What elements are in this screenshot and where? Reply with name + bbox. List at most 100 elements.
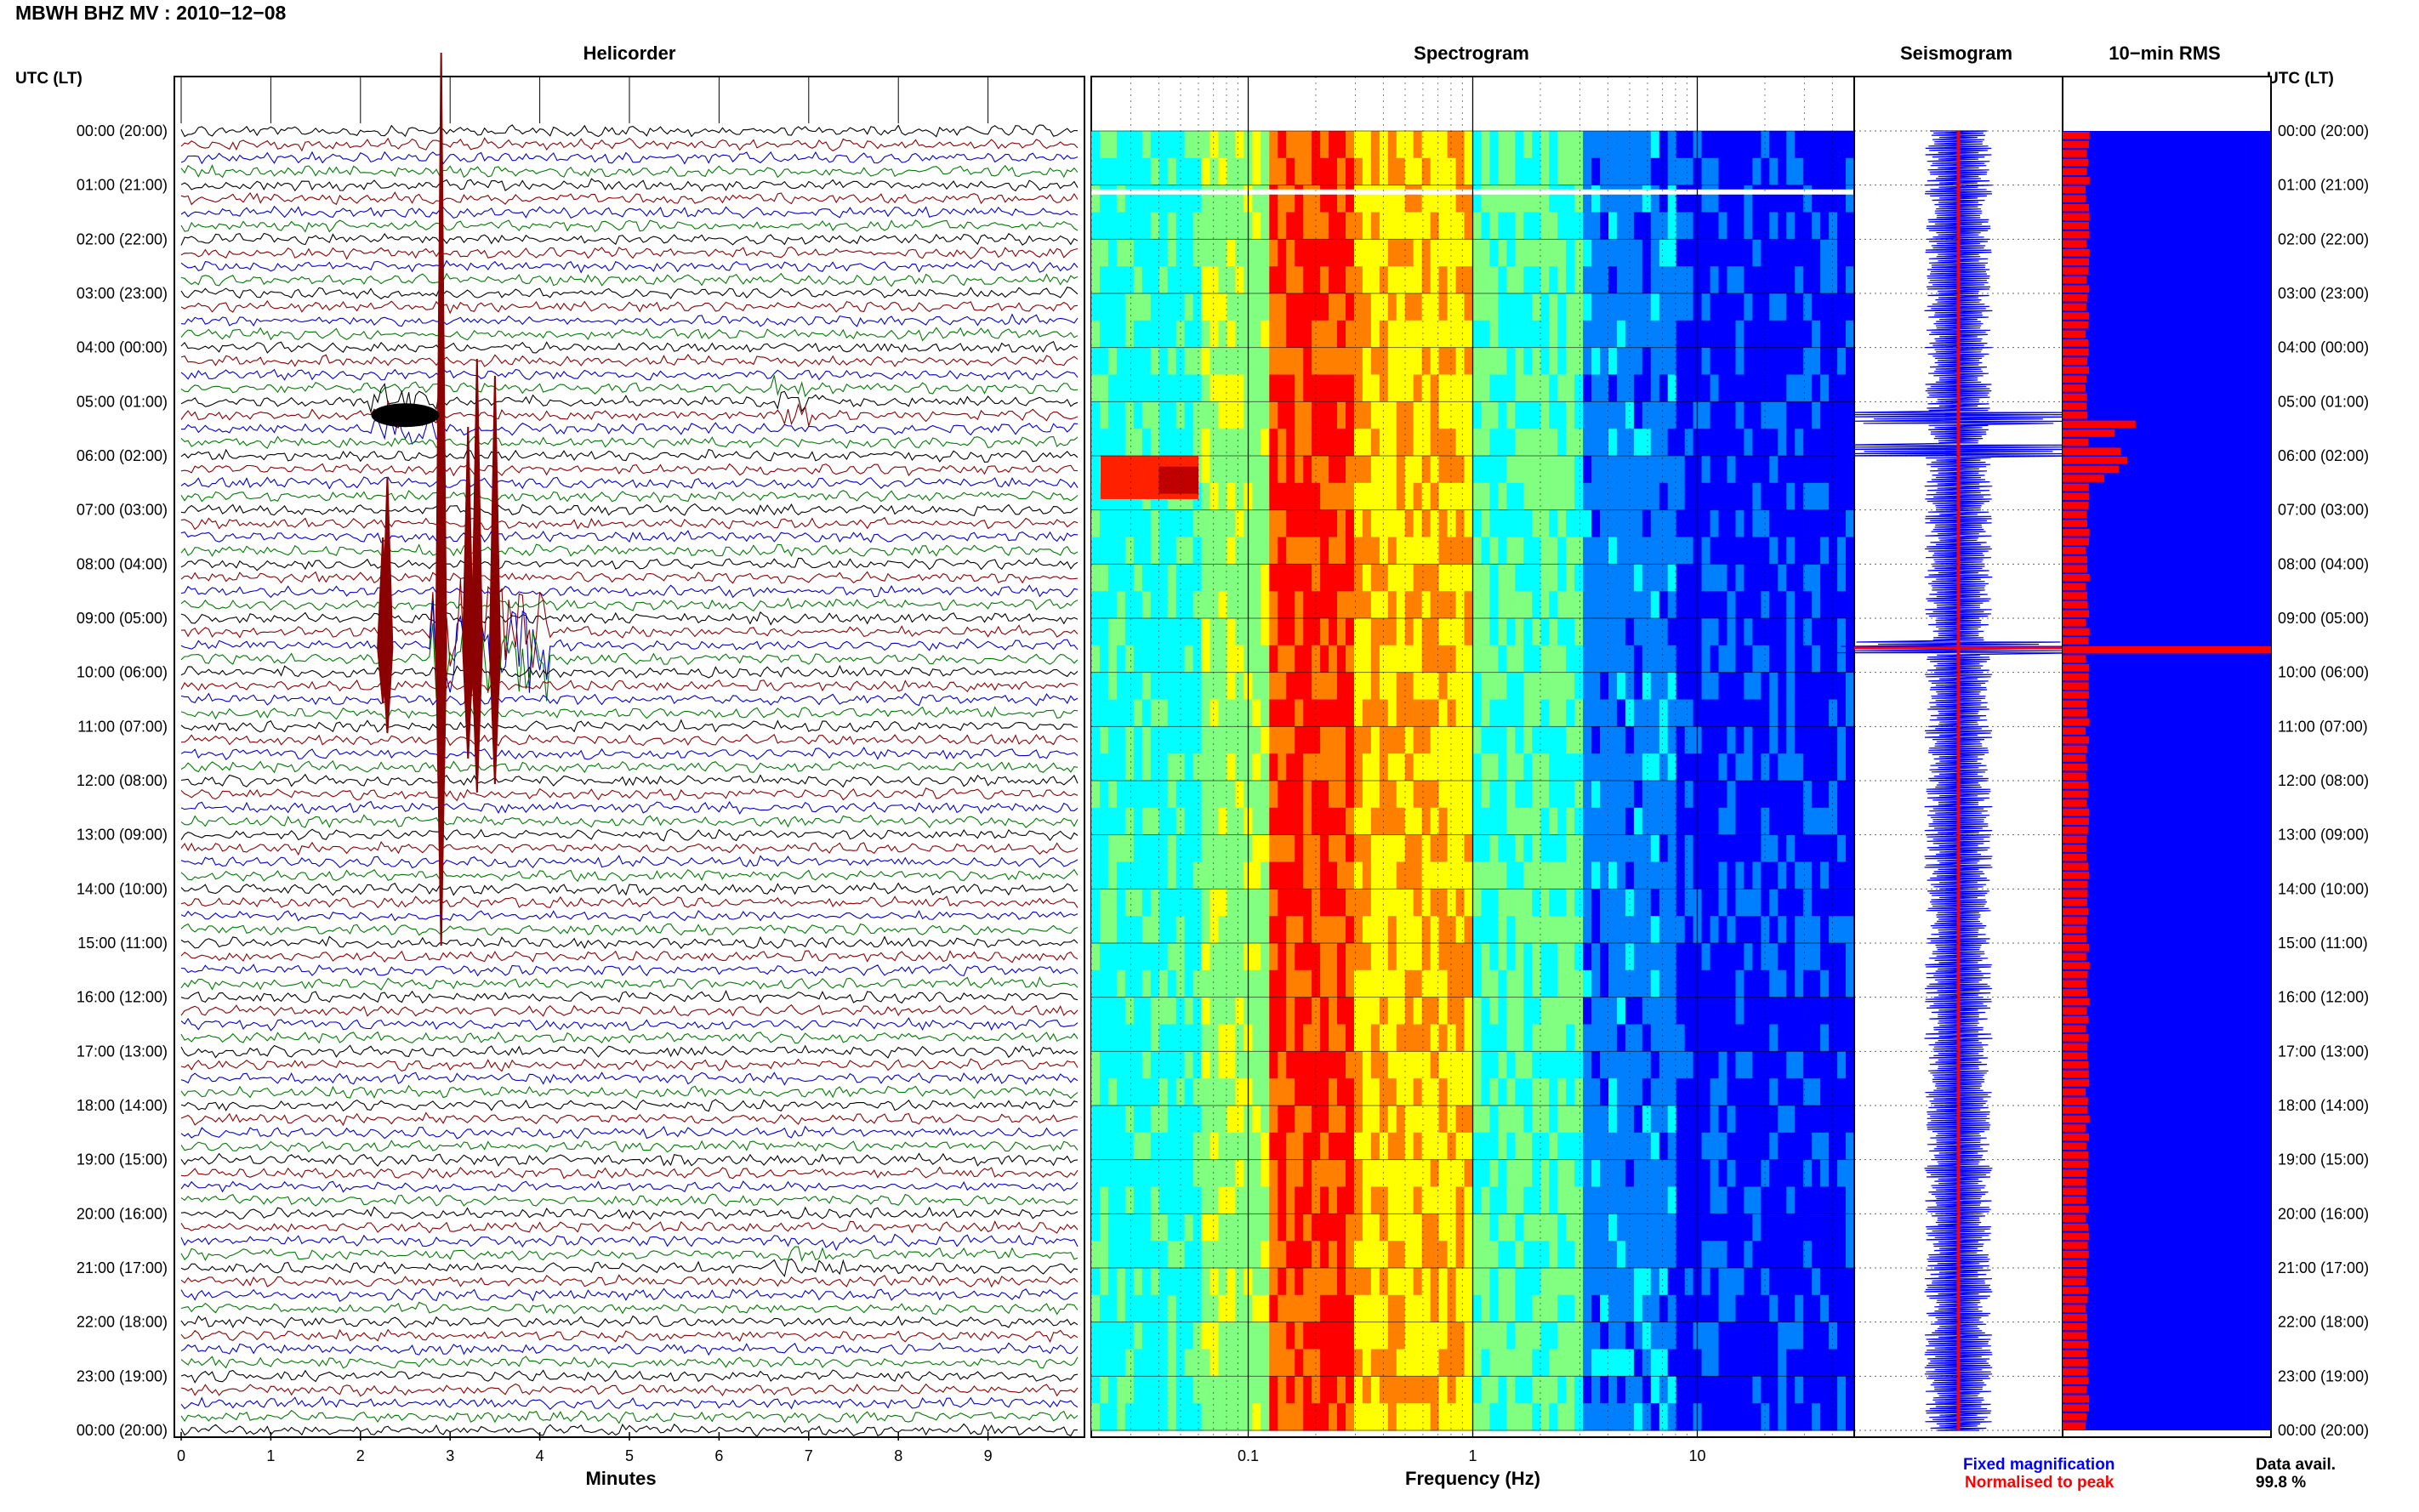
spectrogram-cell [1192,1132,1203,1161]
spectrogram-cell [1184,1106,1194,1134]
spectrogram-cell [1295,1159,1304,1188]
spectrogram-cell [1133,807,1143,836]
spectrogram-cell [1769,889,1779,917]
spectrogram-cell [1091,861,1101,890]
spectrogram-cell [1676,293,1686,321]
spectrogram-cell [1091,1322,1101,1350]
spectrogram-cell [1329,1106,1338,1134]
spectrogram-cell [1608,429,1618,457]
spectrogram-cell [1642,807,1652,836]
spectrogram-cell [1337,1214,1346,1242]
spectrogram-cell [1820,374,1830,402]
helicorder-trace [180,895,1079,909]
spectrogram-cell [1370,157,1380,186]
helicorder-row-label: 06:00 (02:00) [77,447,168,464]
spectrogram-cell [1481,185,1491,213]
spectrogram-cell [1227,293,1237,321]
spectrogram-cell [1218,185,1228,213]
spectrogram-cell [1532,781,1541,809]
spectrogram-cell [1329,1403,1338,1431]
spectrogram-cell [1430,1159,1440,1188]
spectrogram-cell [1133,1376,1143,1404]
spectrogram-cell [1346,1268,1355,1296]
spectrogram-cell [1269,1186,1278,1214]
spectrogram-cell [1684,1024,1694,1052]
spectrogram-cell [1252,429,1261,457]
spectrogram-cell [1107,401,1118,429]
spectrogram-cell [1295,185,1304,213]
spectrogram-cell [1829,1214,1838,1242]
spectrogram-cell [1769,131,1779,159]
spectrogram-cell [1684,1376,1694,1404]
helicorder-trace [180,909,1079,923]
spectrogram-cell [1438,1106,1449,1134]
spectrogram-cell [1184,1322,1194,1350]
spectrogram-cell [1312,969,1321,998]
spectrogram-cell [1091,807,1101,836]
spectrogram-cell [1744,1078,1753,1106]
helicorder-row-label: 23:00 (19:00) [77,1367,168,1384]
spectrogram-cell [1320,699,1329,727]
spectrogram-cell [1150,239,1160,267]
spectrogram-cell [1803,969,1813,998]
spectrogram-cell [1269,1106,1278,1134]
spectrogram-cell [1235,401,1244,429]
spectrogram-cell [1837,374,1847,402]
spectrogram-cell [1608,753,1618,782]
spectrogram-cell [1515,482,1524,511]
spectrogram-cell [1362,1376,1372,1404]
spectrogram-cell [1642,212,1652,240]
spectrogram-cell [1379,1322,1389,1350]
spectrogram-cell [1659,320,1669,349]
spectrogram-cell [1261,672,1270,701]
spectrogram-cell [1481,374,1491,402]
spectrogram-cell [1370,1106,1380,1134]
spectrogram-cell [1506,320,1516,349]
spectrogram-cell [1616,320,1626,349]
helicorder-trace [180,692,1079,707]
spectrogram-cell [1829,429,1838,457]
spectrogram-cell [1430,293,1440,321]
spectrogram-cell [1684,645,1694,674]
spectrogram-cell [1523,591,1533,619]
spectrogram-cell [1498,943,1507,971]
spectrogram-cell [1795,1376,1804,1404]
spectrogram-cell [1727,293,1737,321]
spectrogram-cell [1795,753,1804,782]
spectrogram-cell [1261,1051,1270,1079]
spectrogram-cell [1583,1403,1592,1431]
spectrogram-cell [1329,1132,1338,1161]
spectrogram-cell [1158,429,1169,457]
spectrogram-cell [1625,131,1635,159]
spectrogram-cell [1362,482,1372,511]
rms-bar [2063,952,2086,961]
spectrogram-cell [1616,1186,1626,1214]
spectrogram-cell [1175,401,1186,429]
spectrogram-cell [1269,1268,1278,1296]
spectrogram-cell [1481,1051,1491,1079]
spectrogram-cell [1362,1241,1372,1269]
rms-bar [2063,736,2089,744]
spectrogram-cell [1455,1186,1466,1214]
rms-bar [2063,429,2115,437]
spectrogram-cell [1718,1106,1728,1134]
spectrogram-cell [1583,753,1592,782]
spectrogram-cell [1346,239,1355,267]
spectrogram-cell [1549,834,1558,863]
spectrogram-cell [1346,1241,1355,1269]
spectrogram-cell [1710,1349,1720,1377]
spectrogram-cell [1107,726,1118,754]
spectrogram-cell [1489,1403,1499,1431]
spectrogram-event-core [1158,466,1198,494]
spectrogram-cell [1133,1241,1143,1269]
spectrogram-cell [1379,1106,1389,1134]
spectrogram-cell [1684,1132,1694,1161]
spectrogram-cell [1464,509,1474,538]
spectrogram-cell [1557,807,1567,836]
spectrogram-cell [1701,131,1711,159]
spectrogram-cell [1235,969,1244,998]
spectrogram-cell [1124,1106,1135,1134]
spectrogram-cell [1303,1403,1312,1431]
spectrogram-cell [1362,157,1372,186]
spectrogram-cell [1133,347,1143,376]
